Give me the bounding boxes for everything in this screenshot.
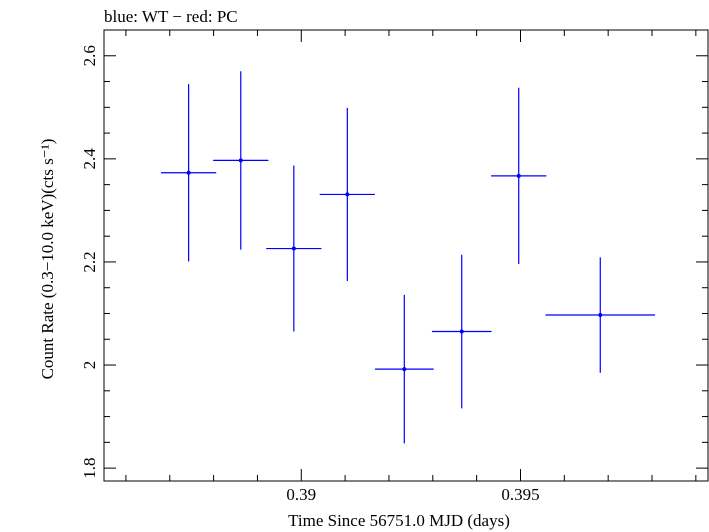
x-tick-label: 0.39 (286, 485, 316, 504)
data-point (291, 246, 296, 251)
y-tick-label: 2 (80, 361, 99, 370)
data-point (238, 158, 243, 163)
chart-title: blue: WT − red: PC (104, 7, 238, 26)
data-point (345, 192, 350, 197)
x-tick-label: 0.395 (501, 485, 539, 504)
x-axis-label: Time Since 56751.0 MJD (days) (288, 511, 510, 530)
y-tick-label: 2.6 (80, 45, 99, 66)
axes: 0.39 0.395 1.8 2 2.2 2.4 2.6 (80, 29, 709, 504)
data-point (598, 313, 603, 318)
data-point (186, 170, 191, 175)
plot-frame (103, 29, 709, 482)
y-tick-label: 2.2 (80, 251, 99, 272)
data-marks (160, 71, 656, 444)
data-point (459, 329, 464, 334)
y-axis-label: Count Rate (0.3−10.0 keV)(cts s⁻¹) (38, 139, 57, 380)
y-tick-label: 1.8 (80, 457, 99, 478)
data-point (516, 173, 521, 178)
data-point (402, 367, 407, 372)
y-tick-label: 2.4 (80, 148, 99, 170)
